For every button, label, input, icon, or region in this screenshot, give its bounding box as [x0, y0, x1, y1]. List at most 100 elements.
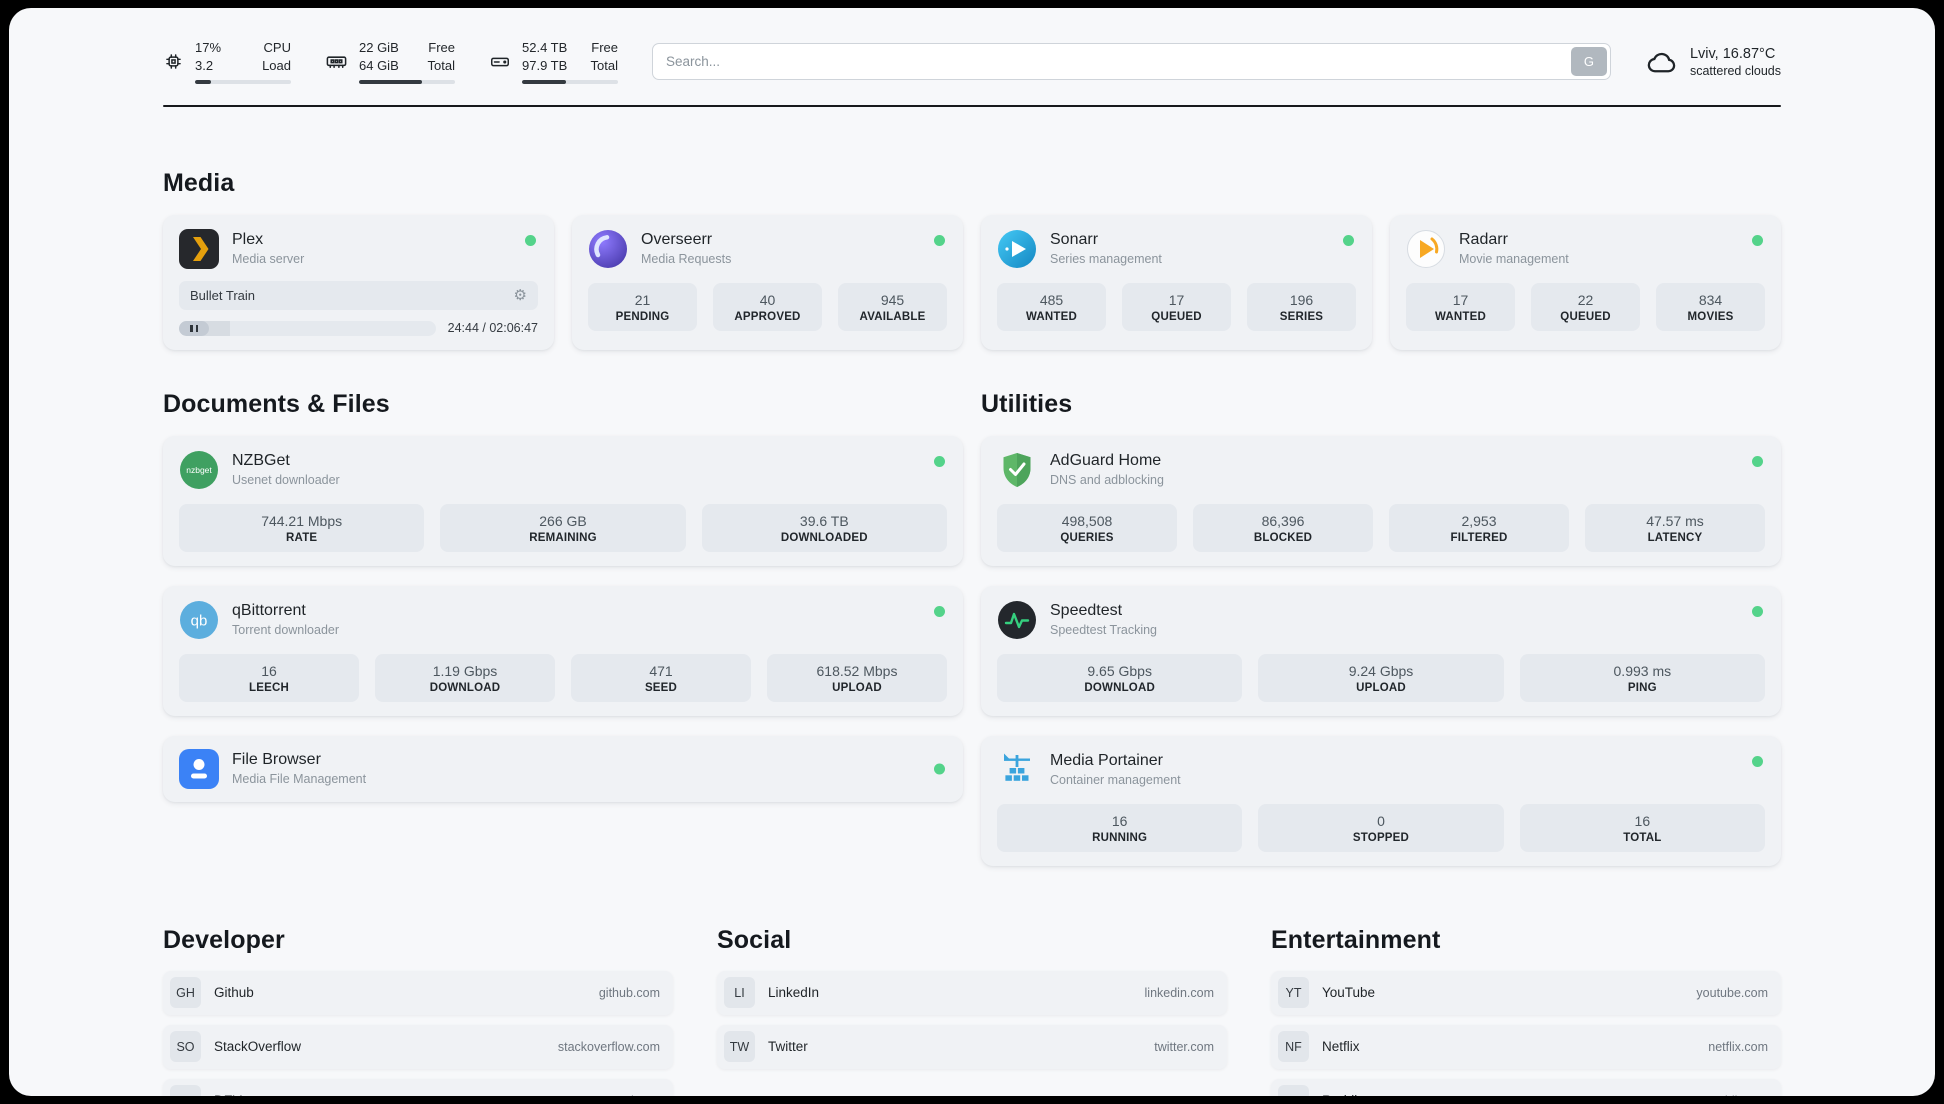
pause-icon[interactable] — [179, 320, 209, 336]
stat-upload: 618.52 Mbps UPLOAD — [767, 653, 947, 702]
bookmark-linkedin[interactable]: LI LinkedIn linkedin.com — [717, 970, 1227, 1015]
stat-download: 1.19 Gbps DOWNLOAD — [375, 653, 555, 702]
stat-label: QUEUED — [1151, 310, 1202, 323]
disk-free: 52.4 TB — [522, 40, 568, 55]
bookmark-url: github.com — [598, 985, 660, 1000]
stat-wanted: 485 WANTED — [997, 282, 1106, 331]
bookmark-name: LinkedIn — [768, 985, 820, 1001]
section-developer: Developer GH Github github.com SO StackO… — [163, 926, 673, 1096]
app-card-radarr[interactable]: Radarr Movie management 17 WANTED 22 QUE… — [1390, 214, 1781, 350]
stat-label: RATE — [286, 531, 318, 544]
search-engine-button[interactable]: G — [1570, 47, 1607, 77]
section-title-developer: Developer — [163, 925, 285, 954]
cpu-icon — [163, 51, 184, 72]
overseerr-icon — [588, 229, 628, 269]
stat-label: APPROVED — [734, 310, 801, 323]
bookmark-youtube[interactable]: YT YouTube youtube.com — [1271, 970, 1781, 1015]
app-name: AdGuard Home — [1050, 452, 1162, 470]
app-card-sonarr[interactable]: Sonarr Series management 485 WANTED 17 Q… — [981, 214, 1372, 350]
twitter-badge-icon: TW — [724, 1031, 755, 1063]
seek-bar[interactable] — [179, 320, 436, 336]
stat-value: 16 — [1111, 812, 1128, 829]
youtube-badge-icon: YT — [1278, 977, 1309, 1009]
bookmark-twitter[interactable]: TW Twitter twitter.com — [717, 1024, 1227, 1069]
stat-running: 16 RUNNING — [997, 803, 1243, 852]
app-card-speedtest[interactable]: Speedtest Speedtest Tracking 9.65 Gbps D… — [981, 585, 1781, 716]
stat-series: 196 SERIES — [1247, 282, 1356, 331]
bookmark-name: StackOverflow — [214, 1039, 302, 1055]
stat-label: DOWNLOAD — [429, 681, 501, 694]
app-card-plex[interactable]: Plex Media server Bullet Train ⚙ 24:4 — [163, 214, 554, 350]
stat-value: 945 — [880, 291, 905, 308]
stat-label: FILTERED — [1450, 531, 1508, 544]
stat-downloaded: 39.6 TB DOWNLOADED — [701, 503, 947, 552]
app-subtitle: Media Requests — [641, 252, 732, 267]
bookmark-url: twitter.com — [1154, 1039, 1214, 1054]
ram-usage-bar — [359, 79, 455, 84]
app-card-portainer[interactable]: Media Portainer Container management 16 … — [981, 735, 1781, 866]
app-name: File Browser — [232, 751, 321, 769]
bookmark-netflix[interactable]: NF Netflix netflix.com — [1271, 1024, 1781, 1069]
disk-free-label: Free — [591, 40, 618, 55]
stat-label: SERIES — [1279, 310, 1324, 323]
stat-value: 47.57 ms — [1646, 512, 1704, 529]
disk-metric: 52.4 TB Free 97.9 TB Total — [489, 40, 618, 84]
bookmark-url: reddit.com — [1710, 1094, 1768, 1096]
stat-value: 40 — [759, 291, 776, 308]
weather-widget[interactable]: Lviv, 16.87°C scattered clouds — [1645, 45, 1781, 79]
section-title-documents: Documents & Files — [163, 389, 390, 418]
stat-value: 9.24 Gbps — [1348, 662, 1414, 679]
app-card-filebrowser[interactable]: File Browser Media File Management — [163, 735, 963, 802]
linkedin-badge-icon: LI — [724, 977, 755, 1009]
search-input[interactable] — [652, 43, 1611, 81]
bookmark-github[interactable]: GH Github github.com — [163, 970, 673, 1015]
stat-remaining: 266 GB REMAINING — [440, 503, 686, 552]
app-name: Radarr — [1459, 231, 1508, 249]
bookmark-reddit[interactable]: RE Reddit reddit.com — [1271, 1078, 1781, 1096]
section-title-utilities: Utilities — [981, 389, 1073, 418]
cpu-load-label: Load — [262, 57, 291, 73]
app-card-qbittorrent[interactable]: qb qBittorrent Torrent downloader 16 — [163, 585, 963, 716]
bookmark-name: Reddit — [1322, 1093, 1361, 1096]
bookmark-stackoverflow[interactable]: SO StackOverflow stackoverflow.com — [163, 1024, 673, 1069]
stat-value: 471 — [649, 662, 673, 679]
bookmark-url: stackoverflow.com — [557, 1039, 660, 1054]
gear-icon[interactable]: ⚙ — [513, 286, 527, 304]
stat-seed: 471 SEED — [571, 653, 751, 702]
app-subtitle: Movie management — [1459, 252, 1569, 267]
stat-value: 17 — [1168, 291, 1185, 308]
app-name: Media Portainer — [1050, 752, 1163, 770]
app-subtitle: Usenet downloader — [232, 473, 340, 488]
cpu-percent: 17% — [195, 40, 222, 55]
stat-value: 618.52 Mbps — [816, 662, 898, 679]
stat-label: QUERIES — [1060, 531, 1114, 544]
app-card-overseerr[interactable]: Overseerr Media Requests 21 PENDING 40 A… — [572, 214, 963, 350]
stat-value: 0 — [1377, 812, 1385, 829]
stat-label: MOVIES — [1687, 310, 1734, 323]
search: G — [652, 43, 1611, 81]
app-card-adguard[interactable]: AdGuard Home DNS and adblocking 498,508 … — [981, 435, 1781, 566]
now-playing-title: Bullet Train — [190, 287, 256, 303]
header-divider — [163, 104, 1781, 107]
nzbget-icon: nzbget — [179, 450, 219, 490]
status-online-dot — [934, 763, 945, 775]
stat-blocked: 86,396 BLOCKED — [1193, 503, 1373, 552]
ram-free: 22 GiB — [359, 40, 399, 55]
bookmark-name: YouTube — [1322, 985, 1376, 1001]
app-name: Plex — [232, 231, 264, 249]
bookmark-url: youtube.com — [1696, 985, 1768, 1000]
ram-free-label: Free — [428, 40, 455, 55]
stat-download: 9.65 Gbps DOWNLOAD — [997, 653, 1243, 702]
cpu-load: 3.2 — [195, 57, 214, 73]
bookmark-dev[interactable]: DT DEV dev.to — [163, 1078, 673, 1096]
stat-ping: 0.993 ms PING — [1519, 653, 1765, 702]
app-subtitle: Series management — [1050, 252, 1162, 267]
stat-queries: 498,508 QUERIES — [997, 503, 1177, 552]
status-online-dot — [1752, 755, 1763, 767]
bookmark-url: dev.to — [627, 1094, 660, 1096]
stat-value: 196 — [1289, 291, 1314, 308]
app-card-nzbget[interactable]: nzbget NZBGet Usenet downloader 744.21 M… — [163, 435, 963, 566]
stat-label: DOWNLOAD — [1084, 681, 1155, 694]
dashboard: 17% CPU 3.2 Load — [9, 8, 1935, 1096]
app-name: Sonarr — [1050, 231, 1099, 249]
